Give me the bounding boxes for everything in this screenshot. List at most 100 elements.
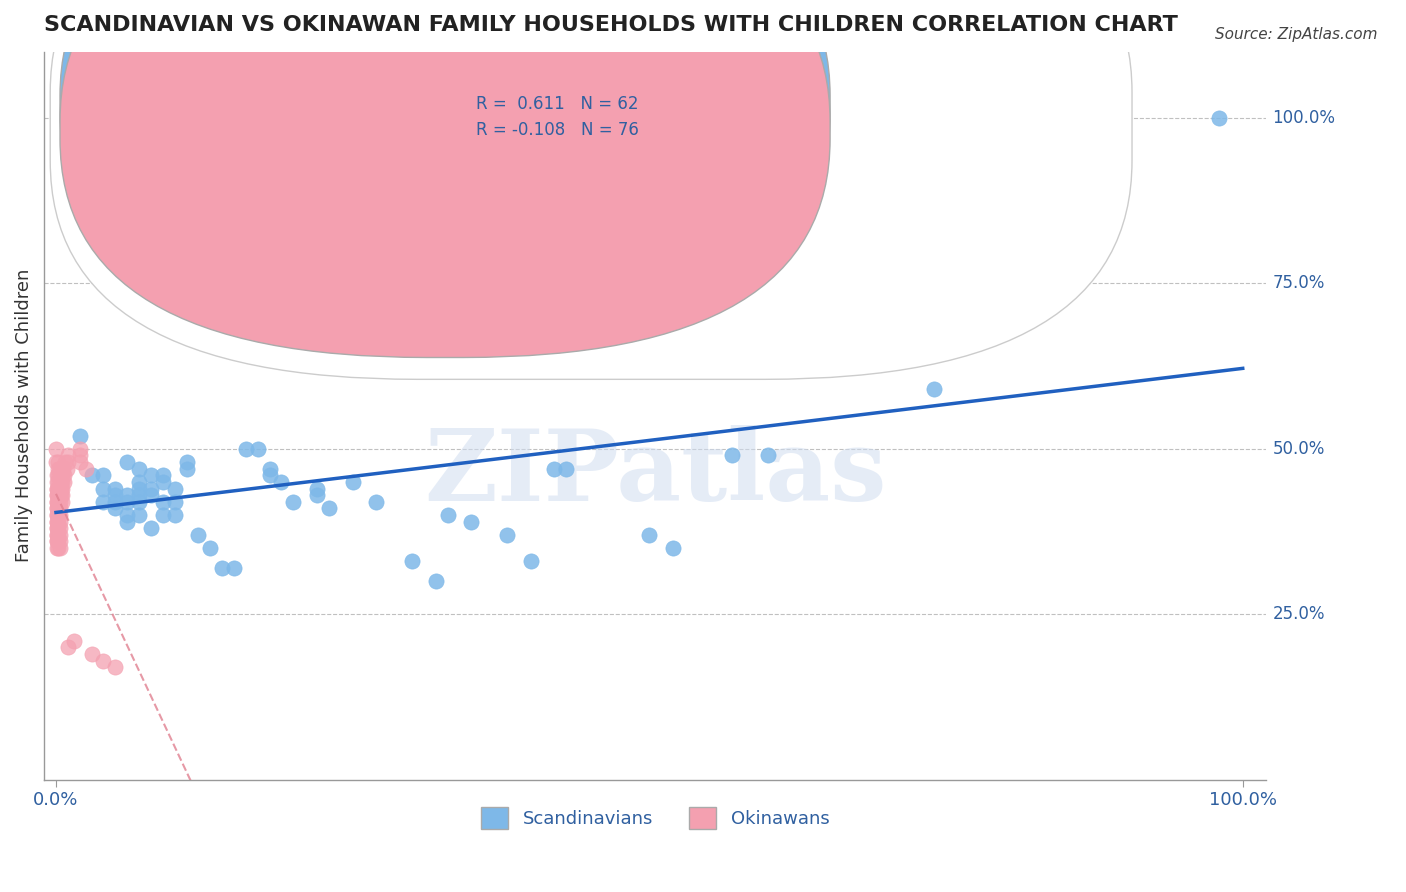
Point xyxy=(46,501,69,516)
Point xyxy=(436,508,458,522)
Point xyxy=(48,455,70,469)
Point xyxy=(48,515,70,529)
Point xyxy=(128,488,150,502)
Point xyxy=(46,482,69,496)
Point xyxy=(48,461,70,475)
Point xyxy=(46,494,69,508)
Point xyxy=(139,488,162,502)
Point xyxy=(200,541,222,555)
Point xyxy=(46,521,69,535)
Point xyxy=(48,468,70,483)
Point xyxy=(48,515,70,529)
Point xyxy=(56,449,79,463)
Point xyxy=(46,501,69,516)
Point xyxy=(187,528,209,542)
Y-axis label: Family Households with Children: Family Households with Children xyxy=(15,269,32,563)
Point xyxy=(128,494,150,508)
Point xyxy=(48,488,70,502)
Point xyxy=(152,468,174,483)
Point xyxy=(53,475,76,489)
Point xyxy=(46,508,69,522)
Point xyxy=(48,475,70,489)
Point xyxy=(496,528,519,542)
Text: 100.0%: 100.0% xyxy=(1272,109,1336,127)
Text: 25.0%: 25.0% xyxy=(1272,605,1324,624)
Point xyxy=(519,554,541,568)
FancyBboxPatch shape xyxy=(60,0,830,358)
Point xyxy=(55,461,77,475)
Point xyxy=(104,494,127,508)
Point xyxy=(259,230,281,244)
Point xyxy=(259,461,281,475)
Point xyxy=(51,482,73,496)
FancyBboxPatch shape xyxy=(60,0,830,332)
Point xyxy=(46,488,69,502)
Text: R =  0.611   N = 62: R = 0.611 N = 62 xyxy=(475,95,638,113)
Point xyxy=(342,475,364,489)
Point xyxy=(152,494,174,508)
Point xyxy=(48,541,70,555)
Point xyxy=(401,554,423,568)
Point xyxy=(115,515,138,529)
Point xyxy=(52,461,75,475)
Point xyxy=(49,468,72,483)
Point xyxy=(139,468,162,483)
Point xyxy=(69,455,91,469)
Point xyxy=(46,521,69,535)
Point xyxy=(46,515,69,529)
Point xyxy=(152,475,174,489)
Point xyxy=(128,461,150,475)
Point xyxy=(366,494,388,508)
Legend: Scandinavians, Okinawans: Scandinavians, Okinawans xyxy=(474,799,837,836)
Point xyxy=(62,633,84,648)
Point xyxy=(56,455,79,469)
Point xyxy=(211,561,233,575)
Point xyxy=(93,482,115,496)
Point xyxy=(163,508,186,522)
Point xyxy=(46,515,69,529)
Point xyxy=(51,494,73,508)
Point xyxy=(55,455,77,469)
Point xyxy=(222,561,245,575)
Point xyxy=(48,482,70,496)
Point xyxy=(48,501,70,516)
Point xyxy=(49,475,72,489)
Point xyxy=(270,475,292,489)
Point xyxy=(49,488,72,502)
Point xyxy=(93,494,115,508)
Point xyxy=(48,482,70,496)
Point xyxy=(48,468,70,483)
Text: 50.0%: 50.0% xyxy=(1272,440,1324,458)
Point xyxy=(48,508,70,522)
Point xyxy=(80,468,103,483)
Point xyxy=(318,501,340,516)
Text: Source: ZipAtlas.com: Source: ZipAtlas.com xyxy=(1215,27,1378,42)
Point xyxy=(48,541,70,555)
Point xyxy=(1208,111,1230,125)
Point xyxy=(75,461,97,475)
Point xyxy=(46,534,69,549)
Point xyxy=(48,494,70,508)
Point xyxy=(46,494,69,508)
Point xyxy=(93,653,115,667)
Point xyxy=(51,488,73,502)
Point xyxy=(46,482,69,496)
Point xyxy=(48,521,70,535)
Point xyxy=(56,640,79,655)
Point xyxy=(307,482,329,496)
Point xyxy=(353,323,375,337)
Point xyxy=(460,515,482,529)
Point xyxy=(104,488,127,502)
Point xyxy=(53,468,76,483)
Point xyxy=(93,468,115,483)
Point xyxy=(163,494,186,508)
Point xyxy=(48,488,70,502)
Point xyxy=(48,528,70,542)
Point xyxy=(46,475,69,489)
Point xyxy=(115,494,138,508)
Point xyxy=(139,521,162,535)
Point xyxy=(45,455,67,469)
Point xyxy=(69,428,91,442)
Point xyxy=(115,455,138,469)
Point xyxy=(46,528,69,542)
